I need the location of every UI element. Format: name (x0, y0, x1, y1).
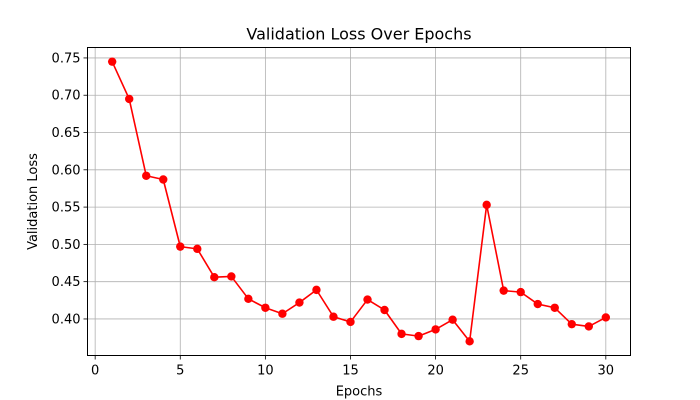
data-point (193, 244, 202, 254)
grid (87, 47, 631, 356)
data-point (499, 286, 508, 295)
data-point (346, 317, 355, 327)
data-point (414, 331, 423, 341)
data-point (533, 299, 542, 309)
x-tick-label: 15 (342, 364, 359, 379)
data-point (125, 94, 134, 104)
x-tick-label: 5 (176, 364, 184, 379)
data-point (176, 242, 185, 251)
y-tick-label: 0.55 (52, 201, 81, 216)
y-axis-label: Validation Loss (26, 153, 41, 250)
data-point (567, 319, 576, 329)
data-point (261, 303, 270, 312)
x-tick-label: 20 (427, 364, 444, 379)
data-point (448, 315, 457, 324)
data-point (142, 171, 151, 180)
y-tick-label: 0.60 (52, 163, 81, 178)
x-tick-label: 30 (598, 364, 615, 379)
data-point (227, 272, 236, 281)
data-point (482, 200, 491, 210)
data-point (312, 285, 321, 295)
y-tick-label: 0.65 (52, 126, 81, 141)
chart-title: Validation Loss Over Epochs (246, 25, 471, 44)
data-point (278, 309, 287, 318)
data-point (584, 322, 593, 331)
data-point (244, 294, 253, 304)
data-point (431, 325, 440, 334)
x-tick-label: 0 (91, 364, 99, 379)
x-tick-label: 25 (512, 364, 529, 379)
data-point (363, 295, 372, 304)
y-tick-label: 0.50 (52, 238, 81, 253)
x-tick-label: 10 (257, 364, 274, 379)
data-point (210, 272, 219, 282)
data-point (107, 57, 117, 66)
data-point (380, 305, 389, 315)
data-point (329, 312, 338, 321)
data-point (550, 303, 559, 312)
y-tick-label: 0.75 (52, 51, 81, 66)
x-axis-label: Epochs (336, 385, 383, 400)
data-point (601, 313, 611, 322)
data-point (516, 287, 525, 297)
y-tick-label: 0.40 (52, 312, 81, 327)
data-point (397, 329, 406, 339)
data-point (295, 298, 304, 307)
series-layer (107, 57, 611, 346)
ticks: 0 5 10 15 20 25 30 0.40 0.45 0.50 0.55 0.60 0.65 0.70… (52, 51, 615, 378)
y-tick-label: 0.70 (52, 89, 81, 104)
y-tick-label: 0.45 (52, 275, 81, 290)
plot-frame (87, 47, 631, 356)
data-point (159, 175, 168, 184)
data-point (465, 337, 474, 346)
